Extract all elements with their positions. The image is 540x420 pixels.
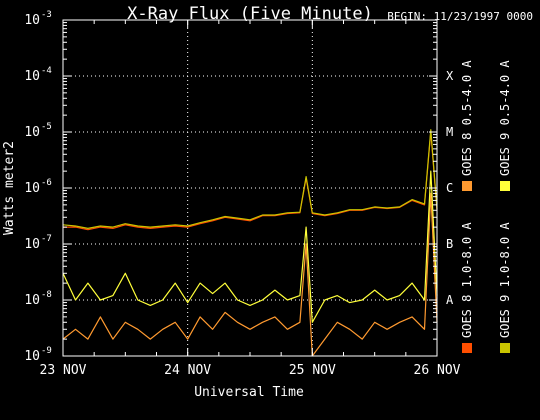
y-tick-label: 10 xyxy=(24,125,40,140)
x-tick-label: 26 NOV xyxy=(414,363,461,378)
y-tick-exponent: -9 xyxy=(41,346,52,356)
y-tick-label: 10 xyxy=(24,293,40,308)
legend: GOES 8 1.0-8.0 A GOES 8 0.5-4.0 A GOES 9 1… xyxy=(460,60,512,353)
y-tick-exponent: -6 xyxy=(41,178,52,188)
y-tick-exponent: -7 xyxy=(41,234,52,244)
y-tick-label: 10 xyxy=(24,181,40,196)
y-tick-label: 10 xyxy=(24,69,40,84)
legend-label: GOES 9 0.5-4.0 A xyxy=(498,60,512,176)
series-line xyxy=(63,131,438,231)
begin-label: BEGIN: 11/23/1997 0000 xyxy=(387,10,533,23)
series-line xyxy=(62,170,438,323)
legend-swatch xyxy=(500,181,510,191)
x-tick-label: 23 NOV xyxy=(40,363,87,378)
flare-class-label: B xyxy=(446,237,453,251)
flare-class-labels: A B C M X xyxy=(446,69,454,307)
y-axis-label: Watts meter2 xyxy=(2,141,17,235)
y-tick-exponent: -4 xyxy=(41,66,52,76)
y-tick-label: 10 xyxy=(24,13,40,28)
flare-class-label: C xyxy=(446,181,453,195)
legend-swatch xyxy=(462,343,472,353)
data-series xyxy=(62,129,438,357)
chart-title: X-Ray Flux (Five Minute) xyxy=(127,4,373,24)
y-tick-label: 10 xyxy=(24,349,40,364)
y-tick-label: 10 xyxy=(24,237,40,252)
legend-label: GOES 8 0.5-4.0 A xyxy=(460,60,474,176)
y-tick-exponent: -8 xyxy=(41,290,52,300)
flare-class-label: A xyxy=(446,293,454,307)
flare-class-label: X xyxy=(446,69,454,83)
x-tick-label: 25 NOV xyxy=(289,363,336,378)
x-axis-ticks: 23 NOV 24 NOV 25 NOV 26 NOV xyxy=(40,20,461,378)
legend-label: GOES 9 1.0-8.0 A xyxy=(498,222,512,338)
y-tick-exponent: -5 xyxy=(41,122,52,132)
flare-class-label: M xyxy=(446,125,453,139)
grid-lines xyxy=(63,20,437,356)
y-tick-exponent: -3 xyxy=(41,10,52,20)
series-line xyxy=(62,129,438,229)
legend-label: GOES 8 1.0-8.0 A xyxy=(460,222,474,338)
x-tick-label: 24 NOV xyxy=(164,363,211,378)
y-axis-ticks: 10-910-810-710-610-510-410-3 xyxy=(24,10,437,364)
series-line xyxy=(62,192,438,357)
legend-swatch xyxy=(500,343,510,353)
legend-swatch xyxy=(462,181,472,191)
x-axis-label: Universal Time xyxy=(194,385,304,400)
